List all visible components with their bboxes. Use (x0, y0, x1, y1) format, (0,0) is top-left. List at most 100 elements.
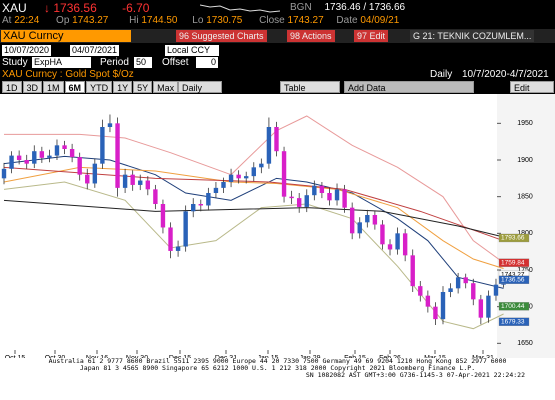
candle-body (1, 168, 7, 179)
ccy[interactable]: Local CCY (165, 45, 219, 56)
candle-body (24, 160, 29, 164)
candle-body (62, 145, 67, 149)
change: -6.70 (122, 1, 150, 15)
bgn-row: BGN 1736.46 / 1736.66 (290, 2, 405, 13)
price-tag-label: 1759.84 (501, 260, 525, 267)
chart: 16501700175018001850190019501793.661759.… (0, 94, 555, 366)
candle-body (145, 180, 151, 190)
candle-body (296, 198, 302, 207)
candle-body (334, 189, 340, 201)
candle-body (425, 295, 431, 307)
footer: Australia 61 2 9777 8600 Brazil 5511 239… (0, 358, 555, 400)
study-label: Study (2, 57, 28, 68)
candle-body (92, 163, 98, 184)
daily[interactable]: Daily (178, 81, 222, 93)
candle-body (175, 246, 181, 251)
candle-body (281, 151, 287, 197)
period[interactable]: 50 (134, 57, 152, 68)
candle-body (304, 195, 309, 207)
suggested[interactable]: 96 Suggested Charts (176, 30, 267, 42)
candle-body (440, 292, 446, 320)
candle-body (448, 288, 453, 292)
candle-body (206, 193, 211, 206)
candle-body (395, 233, 400, 250)
candle-body (16, 155, 22, 160)
candle-body (153, 189, 158, 204)
label: Hi (129, 15, 139, 26)
range-button[interactable]: YTD (86, 81, 113, 93)
offset-label: Offset (162, 57, 189, 68)
price-tag (498, 302, 530, 311)
price-tag (498, 275, 530, 285)
start-date[interactable]: 10/07/2020 (2, 45, 52, 56)
candle-body (312, 185, 317, 196)
candle-body (32, 151, 37, 164)
freq: Daily (430, 69, 453, 80)
study[interactable]: ExpHA (32, 57, 91, 68)
candle-body (77, 157, 82, 175)
candle-body (47, 155, 52, 158)
footer-line: Japan 81 3 4565 8900 Singapore 65 6212 1… (79, 364, 476, 372)
candle-body (221, 182, 226, 188)
indicator-line (3, 155, 504, 289)
price-tag-label: 1679.33 (501, 319, 525, 326)
bid-ask: 1736.46 / 1736.66 (324, 2, 406, 13)
candle-body (402, 233, 408, 256)
candle-body (327, 193, 332, 201)
edit[interactable]: 97 Edit (354, 30, 389, 42)
candle-body (236, 174, 241, 179)
axis-bg (497, 94, 555, 358)
footer-line: Australia 61 2 9777 8600 Brazil 5511 239… (48, 357, 507, 365)
security[interactable]: XAU Curncy (1, 30, 131, 42)
actions[interactable]: 98 Actions (287, 30, 335, 42)
range-buttons: 1D 3D 1M 6M YTD 1Y 5Y Max (2, 81, 179, 94)
end-date[interactable]: 04/07/2021 (70, 45, 120, 56)
range-button[interactable]: 1D (2, 81, 22, 93)
candle-body (191, 204, 196, 212)
range-button[interactable]: Max (153, 81, 179, 93)
price-tag (498, 233, 530, 243)
bgn: BGN (290, 2, 312, 13)
candle-body (228, 174, 234, 182)
candle-body (471, 283, 476, 300)
range-button[interactable]: 6M (64, 81, 86, 93)
candle-body (380, 224, 385, 245)
label: At (2, 15, 12, 26)
edit-chart[interactable]: Edit Chart (510, 81, 554, 105)
candle-body (349, 207, 355, 234)
view[interactable]: G 21: TEKNIK COZUMLEM... (410, 30, 535, 42)
candle-body (54, 145, 60, 156)
offset[interactable]: 0 (196, 57, 218, 68)
price-tag (498, 317, 530, 326)
candle-body (244, 176, 249, 179)
y-tick-label: 1750 (517, 267, 533, 274)
range-button[interactable]: 3D (22, 81, 43, 93)
range-button[interactable]: 1Y (113, 81, 133, 93)
y-tick-label: 1850 (517, 194, 533, 201)
range-button[interactable]: 5Y (133, 81, 153, 93)
range-button[interactable]: 1M (43, 81, 64, 93)
stats-row: At 22:24 Op 1743.27 Hi 1744.50 Lo 1730.7… (2, 15, 399, 26)
candle-body (387, 244, 393, 250)
price-tag-label: 1793.66 (501, 235, 525, 242)
candle-body (183, 211, 188, 247)
price-tag-label: 1700.44 (501, 303, 525, 310)
label: Lo (192, 15, 204, 26)
candle-body (418, 286, 423, 296)
label: Op (56, 15, 70, 26)
candle-body (372, 215, 378, 225)
price-tag-label: 1736.56 (501, 277, 525, 284)
add-data[interactable]: Add Data (344, 81, 474, 93)
candle-body (213, 187, 219, 193)
range: 10/7/2020-4/7/2021 (462, 69, 549, 80)
value: 1743.27 (287, 15, 324, 26)
price-tag (498, 258, 530, 267)
sparkline (200, 4, 280, 13)
candle-body (85, 174, 90, 184)
candle-body (100, 127, 105, 164)
table[interactable]: Table (280, 81, 340, 93)
y-tick-label: 1800 (517, 230, 533, 237)
candle-body (433, 306, 438, 320)
candle-body (9, 155, 14, 169)
candle-body (478, 299, 484, 318)
